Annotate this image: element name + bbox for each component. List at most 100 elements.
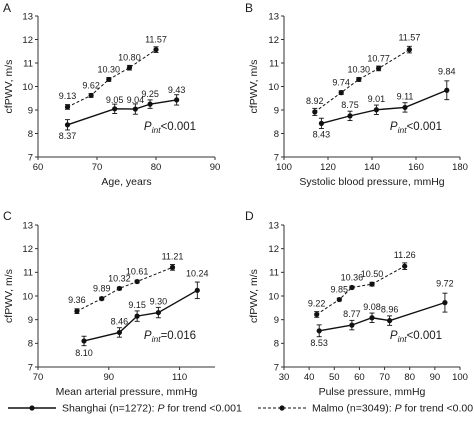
chart-panel-c: C 7 8 9 10 11 12 13 70 90 110 Mean arterial pressur…	[3, 209, 215, 398]
data-point	[406, 47, 412, 53]
data-point	[99, 296, 105, 302]
panel-letter: C	[3, 209, 12, 223]
y-tick-label: 7	[274, 152, 279, 163]
y-tick-label: 9	[274, 315, 279, 326]
data-point	[126, 65, 133, 71]
data-point	[88, 92, 94, 99]
panel-letter: A	[3, 1, 11, 15]
data-point	[369, 281, 375, 287]
data-point	[147, 101, 153, 107]
y-tick-label: 11	[269, 268, 279, 279]
data-point	[316, 328, 322, 334]
legend-label: Shanghai (n=1272): P for trend <0.001	[62, 403, 242, 415]
x-tick-label: 180	[452, 162, 468, 173]
y-axis-title: cfPWV, m/s	[3, 60, 15, 114]
data-point	[347, 113, 353, 119]
data-point	[132, 106, 138, 112]
x-tick-label: 60	[33, 162, 44, 173]
x-tick-label: 100	[452, 372, 468, 383]
data-label: 10.61	[126, 267, 149, 277]
data-label: 9.25	[141, 89, 159, 99]
data-point	[402, 263, 408, 269]
x-tick-label: 90	[210, 162, 221, 173]
data-label: 9.04	[127, 95, 145, 105]
y-tick-label: 10	[22, 291, 33, 302]
y-tick-label: 8	[28, 339, 33, 350]
legend-label: Malmo (n=3049): P for trend <0.001	[312, 403, 474, 415]
x-tick-label: 60	[354, 372, 365, 383]
data-label: 9.85	[331, 285, 349, 295]
y-tick-label: 12	[268, 244, 279, 255]
x-axis-title: Systolic blood pressure, mmHg	[299, 176, 444, 188]
data-point	[174, 97, 180, 103]
x-axis-title: Mean arterial pressure, mmHg	[56, 386, 198, 398]
data-label: 11.57	[398, 33, 420, 43]
data-label: 9.30	[150, 297, 168, 307]
data-label: 11.21	[162, 251, 184, 261]
y-tick-label: 8	[274, 339, 279, 350]
data-label: 8.77	[343, 309, 361, 319]
data-label: 8.37	[59, 131, 77, 141]
x-tick-label: 110	[172, 372, 187, 383]
data-label: 10.50	[361, 269, 384, 279]
data-point	[356, 76, 362, 83]
y-tick-label: 13	[268, 11, 279, 22]
x-tick-label: 100	[276, 162, 292, 173]
x-tick-label: 40	[304, 372, 315, 383]
x-tick-label: 50	[329, 372, 340, 383]
y-axis-title: cfPWV, m/s	[248, 269, 260, 323]
y-tick-label: 8	[28, 129, 33, 140]
data-point	[369, 315, 375, 321]
y-tick-label: 13	[268, 220, 279, 231]
y-tick-label: 7	[28, 152, 33, 163]
series-line	[316, 265, 405, 315]
p-int-label: Pint=0.016	[144, 330, 196, 344]
x-tick-label: 70	[33, 372, 44, 383]
data-point	[153, 47, 159, 53]
data-label: 11.57	[145, 35, 167, 45]
data-label: 9.74	[332, 78, 350, 88]
x-tick-label: 140	[364, 162, 380, 173]
data-label: 8.43	[313, 129, 331, 139]
y-tick-label: 13	[22, 220, 33, 231]
data-point	[74, 308, 80, 314]
chart-panel-d: D 7 8 9 10 11 12 13 30 40 50 60 70 80 90 100 Pulse press…	[245, 209, 468, 398]
data-label: 10.30	[348, 64, 371, 74]
data-label: 9.72	[436, 279, 454, 289]
chart-panel-a: A 7 8 9 10 11 12 13 60 70 80 90 Age, years cfPWV, m/s…	[3, 1, 220, 188]
x-tick-label: 70	[92, 162, 103, 173]
data-point	[336, 296, 342, 303]
data-label: 10.30	[98, 64, 121, 74]
data-point	[64, 122, 71, 128]
data-point	[116, 329, 123, 336]
x-tick-label: 30	[279, 372, 290, 383]
y-tick-label: 7	[274, 362, 279, 373]
x-tick-label: 90	[104, 372, 115, 383]
data-label: 8.10	[75, 348, 93, 358]
data-point	[64, 104, 71, 110]
panel-letter: B	[245, 1, 253, 15]
data-point	[116, 285, 123, 292]
y-tick-label: 10	[268, 82, 279, 93]
data-point	[106, 76, 112, 83]
data-label: 10.80	[118, 53, 141, 63]
data-label: 9.13	[59, 91, 77, 101]
y-tick-label: 12	[22, 244, 33, 255]
data-label: 10.32	[108, 273, 131, 283]
series-line	[314, 49, 410, 113]
data-label: 8.75	[341, 100, 359, 110]
series-shanghai: 8.53 8.779.08 8.96 9.72	[310, 279, 453, 348]
y-tick-label: 9	[274, 105, 279, 116]
data-point	[376, 65, 382, 72]
y-tick-label: 10	[22, 82, 33, 93]
x-tick-label: 160	[408, 162, 424, 173]
p-int-label: Pint<0.001	[390, 121, 442, 135]
p-int-label: Pint<0.001	[144, 121, 196, 135]
data-point	[318, 120, 324, 126]
legend: Shanghai (n=1272): P for trend <0.001 Mal…	[8, 403, 474, 415]
y-tick-label: 9	[28, 105, 33, 116]
data-point	[442, 300, 448, 306]
